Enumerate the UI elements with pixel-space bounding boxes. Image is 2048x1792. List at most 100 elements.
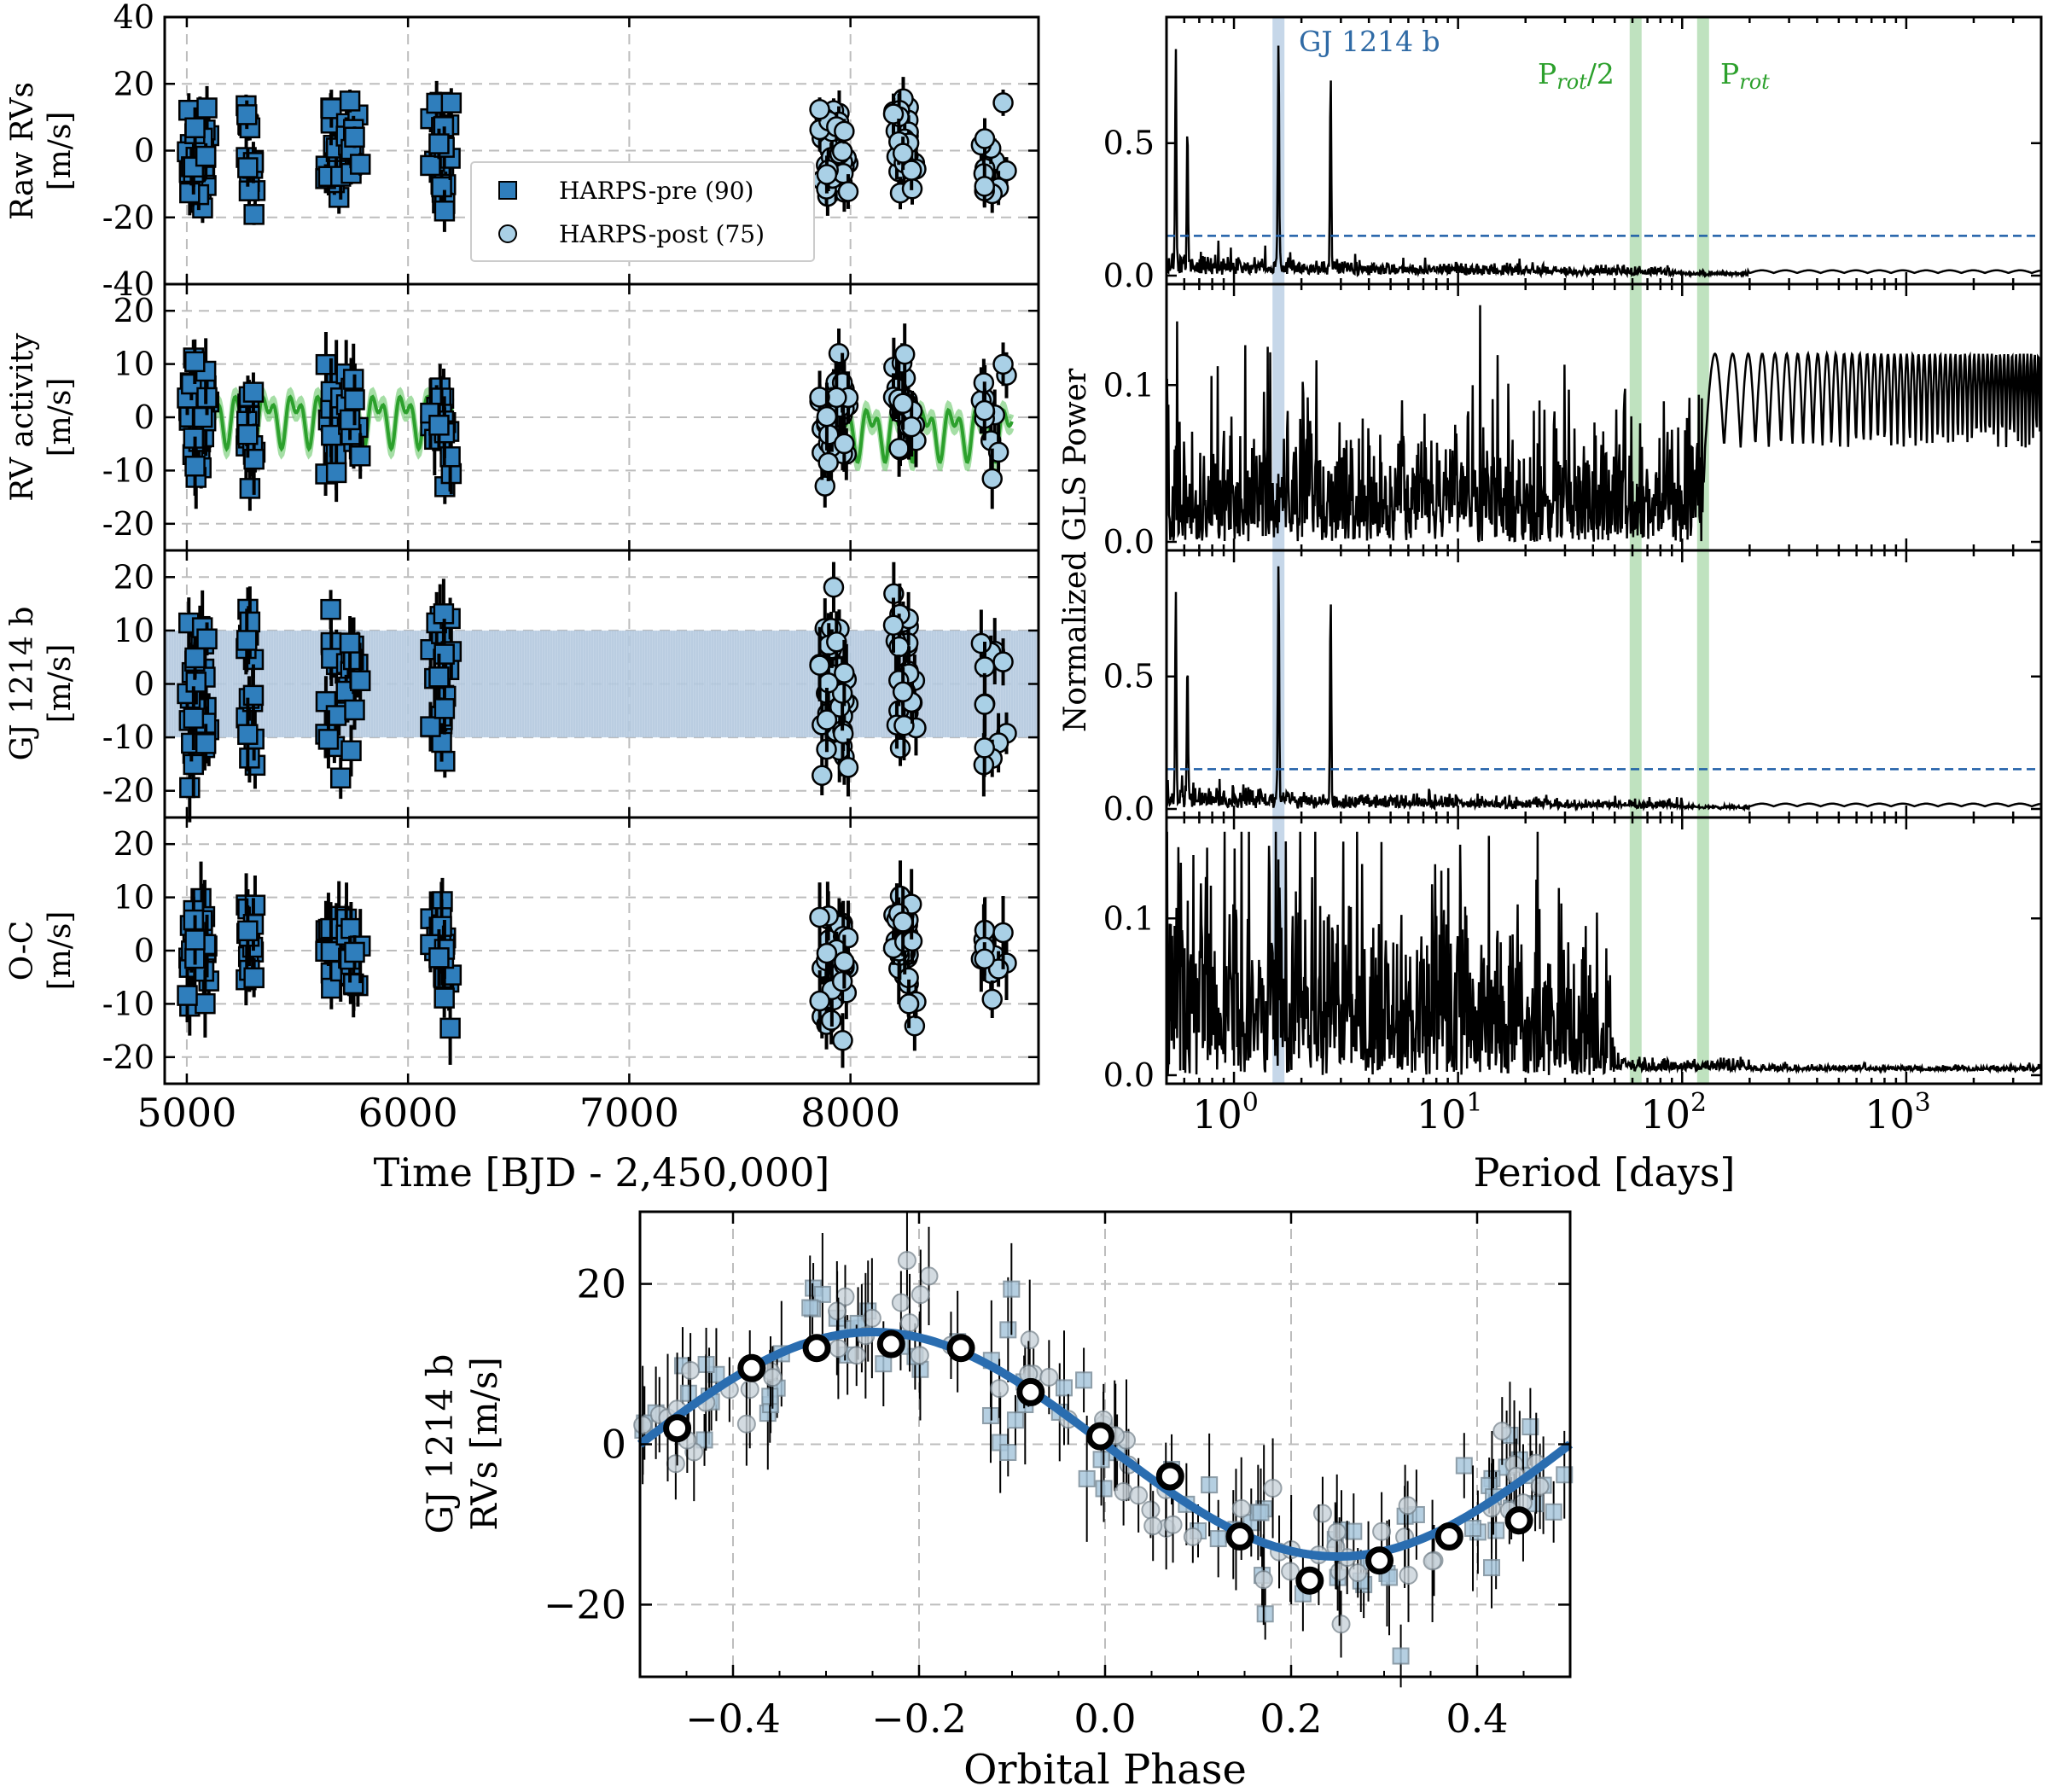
period-xlabel: Period [days] bbox=[1474, 1149, 1736, 1196]
binned-point bbox=[876, 1329, 905, 1359]
harps-pre-point bbox=[1483, 1559, 1501, 1577]
harps-pre-point bbox=[183, 753, 205, 776]
harps-post-point bbox=[681, 1361, 701, 1381]
harps-pre-point bbox=[420, 716, 441, 737]
rv-activity-ylabel-line1: RV activity bbox=[5, 333, 40, 502]
prot-main: P bbox=[1720, 57, 1739, 90]
ytick-label: -10 bbox=[102, 451, 154, 489]
xtick-base: 10 bbox=[1192, 1091, 1242, 1137]
ytick-label: 10 bbox=[113, 612, 154, 649]
ytick-label: 0.0 bbox=[1103, 523, 1155, 561]
ytick-label: 40 bbox=[113, 0, 154, 36]
harps-post-point bbox=[832, 1030, 853, 1051]
rv-activity-panel: -20 -10 0 10 20 RV activity [m/s] bbox=[5, 282, 1040, 552]
ytick-label: -40 bbox=[102, 265, 154, 303]
harps-post-point bbox=[1039, 1367, 1059, 1387]
harps-pre-point bbox=[195, 992, 216, 1015]
harps-post-point bbox=[974, 737, 995, 759]
xtick-label: 0.0 bbox=[1073, 1696, 1136, 1742]
periodogram-line bbox=[1165, 831, 2043, 1076]
harps-post-point bbox=[809, 98, 830, 120]
harps-post-point bbox=[809, 387, 830, 408]
legend-circle-marker bbox=[498, 224, 517, 243]
harps-post-point bbox=[814, 475, 836, 497]
harps-post-point bbox=[897, 1251, 916, 1271]
xtick-label: 8000 bbox=[800, 1090, 900, 1136]
harps-post-point bbox=[1263, 1479, 1283, 1498]
harps-post-point bbox=[666, 1454, 685, 1474]
harps-post-point bbox=[1348, 1563, 1368, 1583]
legend: HARPS-pre (90) HARPS-post (75) bbox=[470, 161, 815, 262]
ytick-label: 0 bbox=[602, 1422, 626, 1468]
periodogram-ylabel: Normalized GLS Power bbox=[1058, 368, 1093, 732]
harps-pre-point bbox=[1455, 1457, 1473, 1475]
harps-pre-point bbox=[339, 632, 361, 654]
ytick-label: -20 bbox=[102, 772, 154, 810]
harps-pre-point bbox=[428, 666, 450, 688]
harps-post-point bbox=[817, 451, 839, 474]
ytick-label: 20 bbox=[113, 825, 154, 863]
harps-pre-point bbox=[339, 409, 361, 431]
harps-pre-point bbox=[237, 724, 259, 745]
periodogram-line bbox=[1165, 566, 2041, 812]
harps-pre-point bbox=[1055, 1379, 1073, 1397]
ytick-label: 10 bbox=[113, 879, 154, 916]
harps-post-point bbox=[889, 737, 911, 759]
harps-pre-point bbox=[1345, 1522, 1363, 1540]
ytick-label: 0.0 bbox=[1103, 257, 1155, 294]
harps-pre-point bbox=[1392, 1647, 1410, 1665]
harps-post-point bbox=[1399, 1565, 1418, 1585]
harps-post-point bbox=[1231, 1498, 1251, 1518]
harps-pre-point bbox=[339, 90, 361, 112]
binned-point bbox=[1016, 1377, 1045, 1406]
ytick-label: 0.1 bbox=[1103, 899, 1155, 937]
prot-half-main: P bbox=[1538, 57, 1556, 90]
harps-post-point bbox=[1423, 1551, 1442, 1571]
time-xlabel: Time [BJD - 2,450,000] bbox=[374, 1149, 830, 1196]
binned-point bbox=[1225, 1522, 1254, 1551]
harps-post-point bbox=[831, 683, 853, 704]
harps-pre-point bbox=[184, 647, 206, 669]
ytick-label: 20 bbox=[113, 292, 154, 329]
xtick-label: 103 bbox=[1865, 1088, 1931, 1137]
harps-pre-point bbox=[1556, 1466, 1574, 1484]
phase-xlabel: Orbital Phase bbox=[963, 1746, 1247, 1792]
ytick-label: -20 bbox=[102, 1039, 154, 1076]
harps-pre-point bbox=[1095, 1480, 1113, 1498]
xtick-label: 7000 bbox=[579, 1090, 679, 1136]
harps-post-point bbox=[816, 709, 838, 730]
harps-pre-point bbox=[349, 154, 371, 175]
harps-post-point bbox=[834, 951, 855, 973]
xtick-exponent: 0 bbox=[1242, 1088, 1259, 1118]
harps-post-point bbox=[1327, 1522, 1347, 1542]
legend-square-marker bbox=[498, 181, 517, 200]
harps-post-point bbox=[1141, 1500, 1161, 1520]
raw-rvs-ylabel-line1: Raw RVs bbox=[5, 82, 40, 220]
harps-post-point bbox=[837, 181, 859, 202]
harps-post-point bbox=[763, 1368, 783, 1388]
harps-post-point bbox=[834, 120, 855, 143]
harps-pre-point bbox=[237, 157, 259, 178]
planet-b-panel: -20 -10 0 10 20 GJ 1214 b [m/s] bbox=[5, 549, 1040, 823]
harps-pre-point bbox=[237, 423, 259, 445]
xtick-exponent: 3 bbox=[1915, 1088, 1931, 1118]
harps-pre-point bbox=[1487, 1521, 1505, 1539]
prot-half-tail: /2 bbox=[1587, 57, 1615, 90]
harps-post-point bbox=[892, 143, 914, 164]
xtick-label: 101 bbox=[1417, 1088, 1483, 1137]
harps-post-point bbox=[831, 970, 853, 992]
harps-pre-point bbox=[1075, 1371, 1093, 1389]
harps-post-point bbox=[992, 353, 1014, 375]
gj1214b-annotation: GJ 1214 b bbox=[1299, 25, 1440, 58]
xtick-exponent: 1 bbox=[1466, 1088, 1482, 1118]
harps-pre-point bbox=[1256, 1605, 1274, 1623]
harps-pre-point bbox=[813, 1285, 831, 1303]
ytick-label: 20 bbox=[113, 65, 154, 102]
harps-pre-point bbox=[695, 1431, 713, 1449]
harps-pre-point bbox=[344, 941, 365, 963]
xtick-label: 100 bbox=[1192, 1088, 1259, 1137]
xtick-label: 5000 bbox=[137, 1090, 236, 1136]
harps-pre-point bbox=[1464, 1520, 1482, 1538]
harps-post-point bbox=[834, 433, 855, 455]
harps-post-point bbox=[1143, 1516, 1163, 1536]
